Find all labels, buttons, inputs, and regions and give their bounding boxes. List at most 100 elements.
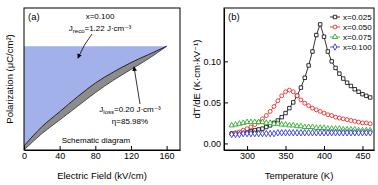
annotation: Schematic diagram bbox=[62, 136, 131, 145]
panel: 04080120160Electric Field (kV/cm)Polariz… bbox=[4, 8, 180, 181]
marker bbox=[280, 115, 283, 118]
y-axis-title: Polarization (μC/cm²) bbox=[4, 34, 15, 123]
marker bbox=[330, 60, 333, 63]
y-tick-label: 0.00 bbox=[203, 139, 221, 149]
marker bbox=[334, 130, 338, 136]
x-tick-label: 0 bbox=[22, 151, 27, 161]
series-line bbox=[232, 90, 370, 134]
x-tick: 40 bbox=[55, 146, 65, 161]
marker bbox=[307, 64, 310, 67]
marker bbox=[341, 77, 344, 80]
series-markers bbox=[230, 88, 372, 135]
marker bbox=[345, 118, 349, 122]
marker bbox=[311, 130, 315, 136]
y-tick-mark bbox=[224, 102, 228, 103]
x-tick-label: 40 bbox=[55, 151, 65, 161]
legend-marker bbox=[332, 34, 337, 39]
x-tick-mark bbox=[95, 146, 96, 150]
marker bbox=[288, 130, 292, 136]
marker bbox=[357, 90, 360, 93]
x-tick-mark bbox=[131, 146, 132, 150]
marker bbox=[268, 130, 272, 136]
marker bbox=[291, 101, 294, 104]
marker bbox=[341, 130, 345, 136]
marker bbox=[345, 81, 348, 84]
marker bbox=[249, 125, 253, 129]
marker bbox=[284, 111, 287, 114]
marker bbox=[276, 99, 280, 103]
legend-marker bbox=[333, 25, 337, 29]
marker bbox=[357, 130, 361, 136]
annotation: η=85.98% bbox=[112, 117, 148, 126]
marker bbox=[364, 130, 368, 136]
marker bbox=[307, 130, 311, 136]
marker bbox=[365, 94, 368, 97]
plot-frame bbox=[24, 8, 180, 150]
marker bbox=[303, 101, 307, 105]
series-markers bbox=[230, 23, 372, 136]
marker bbox=[261, 130, 265, 136]
marker bbox=[368, 130, 372, 136]
marker bbox=[361, 121, 365, 125]
y-axis-title: dT/dE (K·cm·kV⁻¹) bbox=[191, 40, 202, 119]
x-axis: 300 350 400 450 bbox=[225, 146, 375, 161]
panel-label: (a) bbox=[28, 11, 40, 22]
marker bbox=[299, 98, 303, 102]
x-tick-label: 80 bbox=[91, 151, 101, 161]
background bbox=[0, 0, 378, 185]
y-tick-label: 0.10 bbox=[203, 57, 221, 67]
marker bbox=[257, 130, 261, 136]
marker bbox=[280, 94, 284, 98]
marker bbox=[280, 130, 284, 136]
x-tick-label: 450 bbox=[355, 151, 370, 161]
marker bbox=[353, 88, 356, 91]
x-tick-label: 120 bbox=[124, 151, 139, 161]
marker bbox=[295, 94, 299, 98]
marker bbox=[314, 130, 318, 136]
marker bbox=[318, 109, 322, 113]
marker bbox=[322, 35, 325, 38]
marker bbox=[368, 122, 372, 126]
marker bbox=[265, 125, 268, 128]
marker bbox=[272, 105, 276, 109]
marker bbox=[337, 116, 341, 120]
y-tick: 0.00 bbox=[203, 139, 228, 149]
marker bbox=[268, 109, 272, 113]
marker bbox=[311, 106, 315, 110]
marker bbox=[338, 130, 342, 136]
x-tick: 450 bbox=[355, 146, 370, 161]
marker bbox=[349, 118, 353, 122]
x-tick-label: 160 bbox=[160, 151, 175, 161]
energy-loss-area bbox=[24, 46, 167, 150]
x-tick-label: 300 bbox=[240, 151, 255, 161]
x-tick-label: 350 bbox=[279, 151, 294, 161]
annotation: x=0.100 bbox=[86, 12, 115, 21]
annotation-arrow bbox=[78, 34, 92, 58]
marker bbox=[330, 130, 334, 136]
marker bbox=[295, 94, 298, 97]
marker bbox=[334, 115, 338, 119]
x-tick-label: 400 bbox=[317, 151, 332, 161]
marker bbox=[361, 92, 364, 95]
marker bbox=[311, 50, 314, 53]
y-axis-line bbox=[224, 9, 225, 151]
marker bbox=[338, 72, 341, 75]
marker bbox=[299, 130, 303, 136]
marker bbox=[264, 114, 268, 118]
marker bbox=[341, 117, 345, 121]
marker bbox=[345, 130, 349, 136]
x-tick-mark bbox=[167, 146, 168, 150]
y-tick-mark bbox=[224, 143, 228, 144]
x-tick: 300 bbox=[240, 146, 255, 161]
annotation: Jloss=0.20 J·cm⁻³ bbox=[99, 105, 161, 115]
marker bbox=[364, 121, 368, 125]
marker bbox=[234, 131, 238, 137]
x-axis-title: Temperature (K) bbox=[265, 170, 334, 181]
marker bbox=[353, 119, 357, 123]
y-tick: 0.05 bbox=[203, 98, 228, 108]
marker bbox=[230, 131, 234, 137]
x-tick-mark bbox=[324, 146, 325, 150]
polarization-curve bbox=[24, 46, 167, 146]
marker bbox=[287, 88, 291, 92]
panel: 300 350 400 450 0.00 0.05 0.10 Temperature (K) d… bbox=[191, 8, 374, 181]
